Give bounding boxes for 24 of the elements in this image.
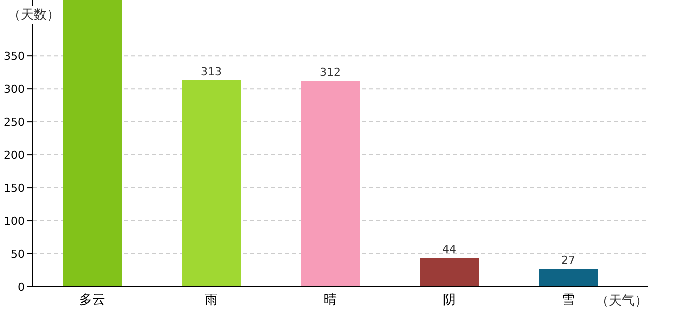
x-tick-label: 晴 (324, 293, 337, 308)
x-tick-label: 多云 (80, 293, 106, 308)
x-axis-title: （天气） (596, 293, 648, 310)
y-tick-label: 100 (4, 214, 25, 228)
y-tick-label: 150 (4, 182, 25, 195)
bar (301, 81, 360, 287)
y-tick-label: 250 (4, 116, 25, 129)
data-label: 312 (320, 66, 341, 80)
y-tick-label: 350 (4, 50, 25, 63)
bar (420, 258, 479, 287)
x-tick-label: 雪 (562, 293, 575, 308)
bar (539, 269, 598, 287)
data-label: 44 (442, 242, 456, 256)
data-label: 27 (562, 254, 576, 268)
data-label: 313 (201, 65, 222, 78)
bar (182, 80, 241, 287)
y-tick-label: 300 (4, 82, 25, 96)
x-tick-label: 阴 (443, 293, 456, 308)
y-tick-label: 50 (11, 248, 25, 261)
y-axis-title: （天数） (8, 6, 60, 24)
y-tick-label: 0 (18, 280, 25, 294)
x-tick-label: 雨 (205, 293, 218, 308)
y-tick-label: 200 (4, 148, 25, 162)
bar (63, 0, 122, 287)
